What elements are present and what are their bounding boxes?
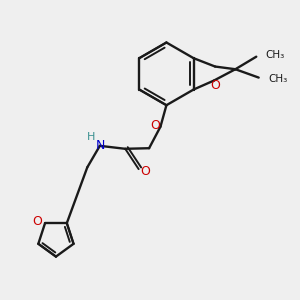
Text: CH₃: CH₃ — [266, 50, 285, 60]
Text: O: O — [210, 79, 220, 92]
Text: O: O — [150, 119, 160, 132]
Text: O: O — [140, 165, 150, 178]
Text: CH₃: CH₃ — [268, 74, 287, 84]
Text: O: O — [32, 215, 42, 228]
Text: N: N — [96, 139, 105, 152]
Text: H: H — [87, 133, 96, 142]
